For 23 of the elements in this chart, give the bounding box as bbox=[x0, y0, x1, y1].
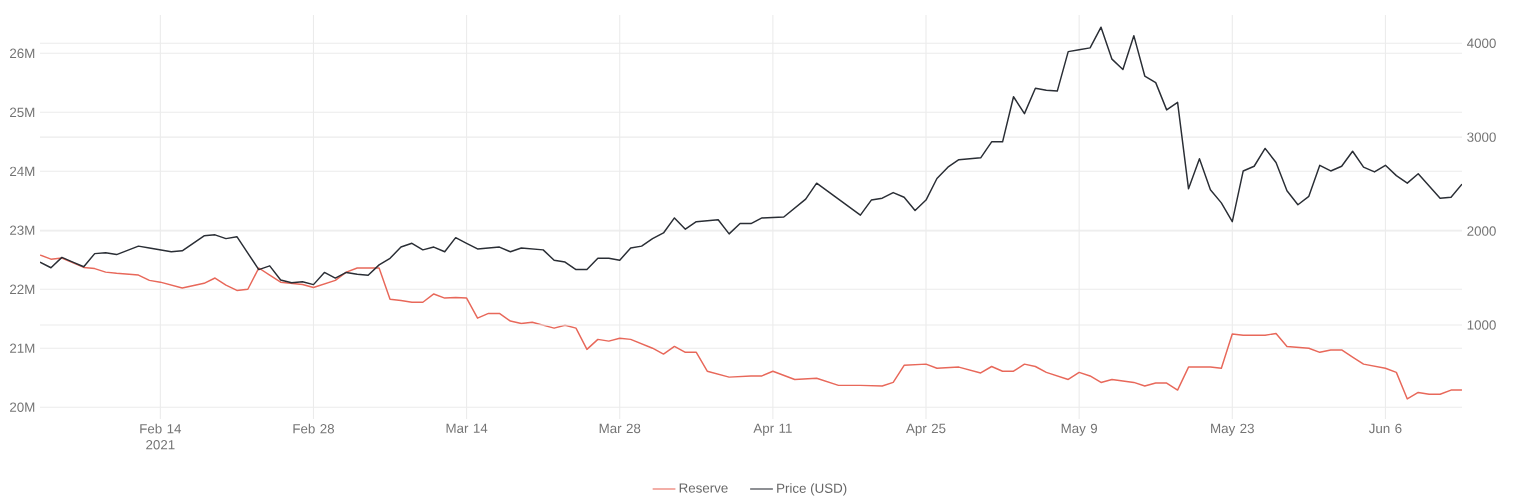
y2-tick-label: 4000 bbox=[1467, 38, 1496, 48]
x-tick-label: Feb 28 bbox=[293, 423, 335, 434]
x-tick-label: Mar 28 bbox=[599, 423, 641, 434]
y2-tick-label: 3000 bbox=[1467, 132, 1496, 142]
line-series bbox=[40, 254, 1462, 400]
x-tick-label: May 9 bbox=[1061, 423, 1098, 436]
y-tick-label: 26M bbox=[10, 48, 35, 59]
x-tick-label: Jun 6 bbox=[1368, 423, 1402, 434]
y-tick-label: 25M bbox=[10, 107, 35, 118]
x-tick-label: May 23 bbox=[1211, 423, 1254, 436]
y-tick-label: 22M bbox=[10, 284, 35, 294]
legend-label: Reserve bbox=[679, 483, 728, 493]
y-tick-label: 24M bbox=[10, 166, 35, 176]
y-tick-label: 21M bbox=[10, 343, 35, 353]
y2-tick-label: 2000 bbox=[1467, 226, 1496, 236]
legend-label: Price (USD) bbox=[777, 483, 847, 496]
y-tick-label: 23M bbox=[10, 225, 35, 235]
x-tick-label: Apr 25 bbox=[906, 423, 946, 436]
y-tick-label: 20M bbox=[10, 402, 35, 412]
x-tick-label: Mar 14 bbox=[446, 423, 488, 433]
x-tick-label: Feb 14 2021 bbox=[140, 423, 182, 450]
y2-tick-label: 1000 bbox=[1467, 320, 1496, 330]
x-tick-label: Apr 11 bbox=[753, 423, 792, 436]
